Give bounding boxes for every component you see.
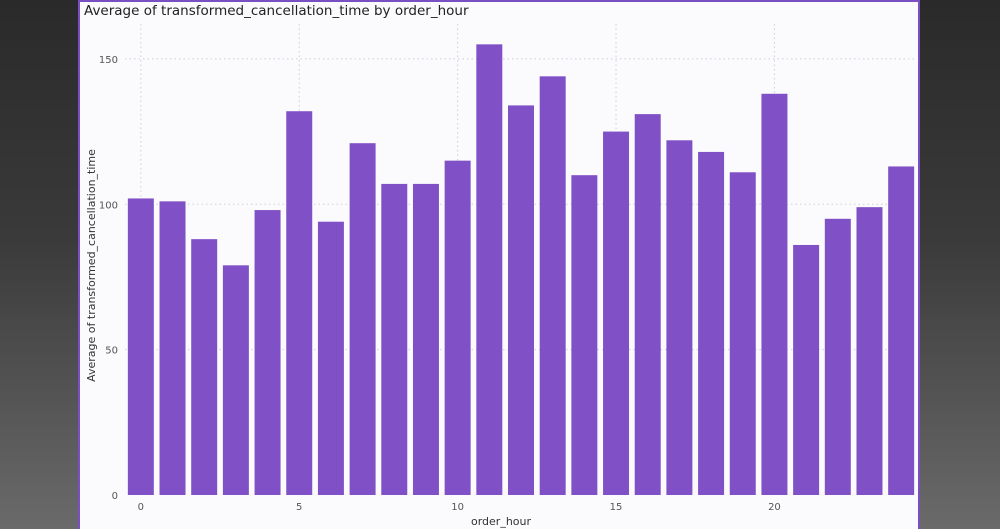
bar-hour-1[interactable] — [159, 201, 186, 495]
bar-hour-10[interactable] — [444, 160, 471, 496]
bar-hour-8[interactable] — [381, 183, 408, 495]
bar-hour-7[interactable] — [349, 143, 376, 495]
y-axis-ticks: 0 50 100 150 — [99, 55, 118, 502]
bar-hour-0[interactable] — [127, 198, 154, 495]
bar-hour-9[interactable] — [412, 183, 439, 495]
bar-hour-6[interactable] — [317, 221, 344, 495]
x-tick-label: 10 — [451, 502, 464, 513]
bar-hour-19[interactable] — [729, 172, 756, 495]
bar-hour-13[interactable] — [539, 76, 566, 495]
bars — [127, 44, 915, 496]
chart-panel: Average of transformed_cancellation_time… — [78, 0, 920, 529]
bar-hour-16[interactable] — [634, 114, 661, 495]
bar-hour-22[interactable] — [824, 218, 851, 495]
bar-hour-20[interactable] — [761, 93, 788, 496]
bar-hour-3[interactable] — [222, 265, 249, 495]
bar-hour-2[interactable] — [191, 239, 218, 495]
x-axis-ticks: 0 5 10 15 20 — [138, 502, 781, 513]
y-axis-label: Average of transformed_cancellation_time — [85, 149, 98, 382]
bar-hour-14[interactable] — [571, 175, 598, 495]
y-tick-label: 150 — [99, 55, 118, 66]
bar-hour-12[interactable] — [508, 105, 534, 495]
bar-hour-21[interactable] — [793, 244, 820, 495]
bar-hour-5[interactable] — [286, 111, 313, 495]
x-tick-label: 15 — [610, 502, 623, 513]
y-tick-label: 50 — [105, 346, 118, 357]
y-tick-label: 0 — [112, 491, 118, 502]
x-tick-label: 5 — [296, 502, 302, 513]
bar-hour-24[interactable] — [888, 166, 915, 496]
y-tick-label: 100 — [99, 200, 118, 211]
bar-hour-18[interactable] — [698, 151, 725, 496]
bar-hour-17[interactable] — [666, 140, 693, 495]
bar-hour-11[interactable] — [476, 44, 503, 495]
bar-hour-4[interactable] — [254, 210, 281, 495]
x-tick-label: 0 — [138, 502, 144, 513]
bar-hour-23[interactable] — [856, 207, 883, 495]
bar-hour-15[interactable] — [603, 131, 630, 495]
bar-chart: 0 50 100 150 0 5 10 15 20 Average of transforme… — [85, 24, 917, 528]
x-tick-label: 20 — [768, 502, 781, 513]
chart-title: Average of transformed_cancellation_time… — [84, 3, 469, 19]
x-axis-label: order_hour — [471, 515, 532, 528]
